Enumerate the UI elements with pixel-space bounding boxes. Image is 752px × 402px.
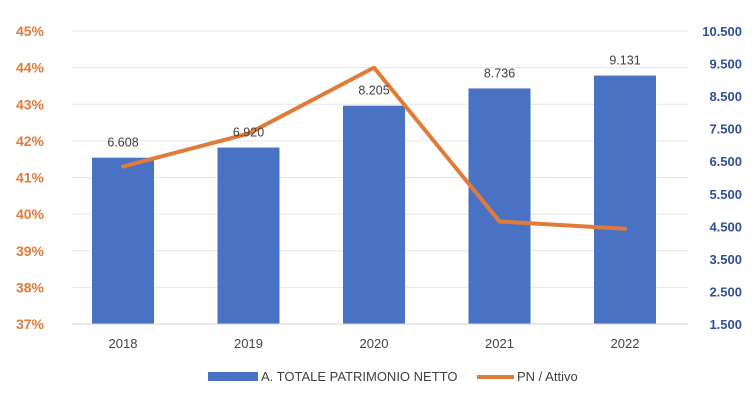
x-tick-label: 2021 (485, 336, 514, 351)
y-right-tick-label: 1.500 (709, 317, 742, 332)
y-right-tick-label: 10.500 (702, 24, 742, 39)
y-left-tick-label: 39% (16, 243, 45, 259)
y-right-tick-label: 6.500 (709, 154, 742, 169)
bar-value-label-2022: 9.131 (609, 54, 640, 68)
y-right-tick-label: 3.500 (709, 252, 742, 267)
x-tick-label: 2019 (234, 336, 263, 351)
y-right-tick-label: 2.500 (709, 284, 742, 299)
y-right-tick-label: 9.500 (709, 57, 742, 72)
bar-value-label-2019: 6.920 (233, 126, 264, 140)
bar-2021 (468, 88, 531, 324)
legend-label-bar: A. TOTALE PATRIMONIO NETTO (261, 369, 457, 384)
bar-2022 (594, 75, 656, 324)
bar-2018 (92, 157, 154, 324)
y-left-tick-label: 37% (16, 316, 45, 332)
x-tick-label: 2018 (109, 336, 138, 351)
y-right-tick-label: 7.500 (709, 122, 742, 137)
bar-value-label-2021: 8.736 (484, 66, 515, 80)
y-left-tick-label: 41% (16, 170, 45, 186)
bar-2019 (217, 147, 280, 324)
legend-swatch-bar (208, 372, 258, 381)
y-left-tick-label: 40% (16, 206, 45, 222)
y-left-tick-label: 42% (16, 133, 45, 149)
x-tick-label: 2020 (360, 336, 389, 351)
legend-label-line: PN / Attivo (517, 369, 578, 384)
x-tick-label: 2022 (611, 336, 640, 351)
y-right-tick-label: 4.500 (709, 219, 742, 234)
y-left-tick-label: 45% (16, 23, 45, 39)
bar-2020 (343, 105, 405, 324)
bar-value-label-2018: 6.608 (107, 136, 138, 150)
y-left-tick-label: 43% (16, 96, 45, 112)
y-right-tick-label: 5.500 (709, 187, 742, 202)
y-left-tick-label: 44% (16, 60, 45, 76)
y-right-tick-label: 8.500 (709, 89, 742, 104)
bar-value-label-2020: 8.205 (358, 84, 389, 98)
y-left-tick-label: 38% (16, 279, 45, 295)
